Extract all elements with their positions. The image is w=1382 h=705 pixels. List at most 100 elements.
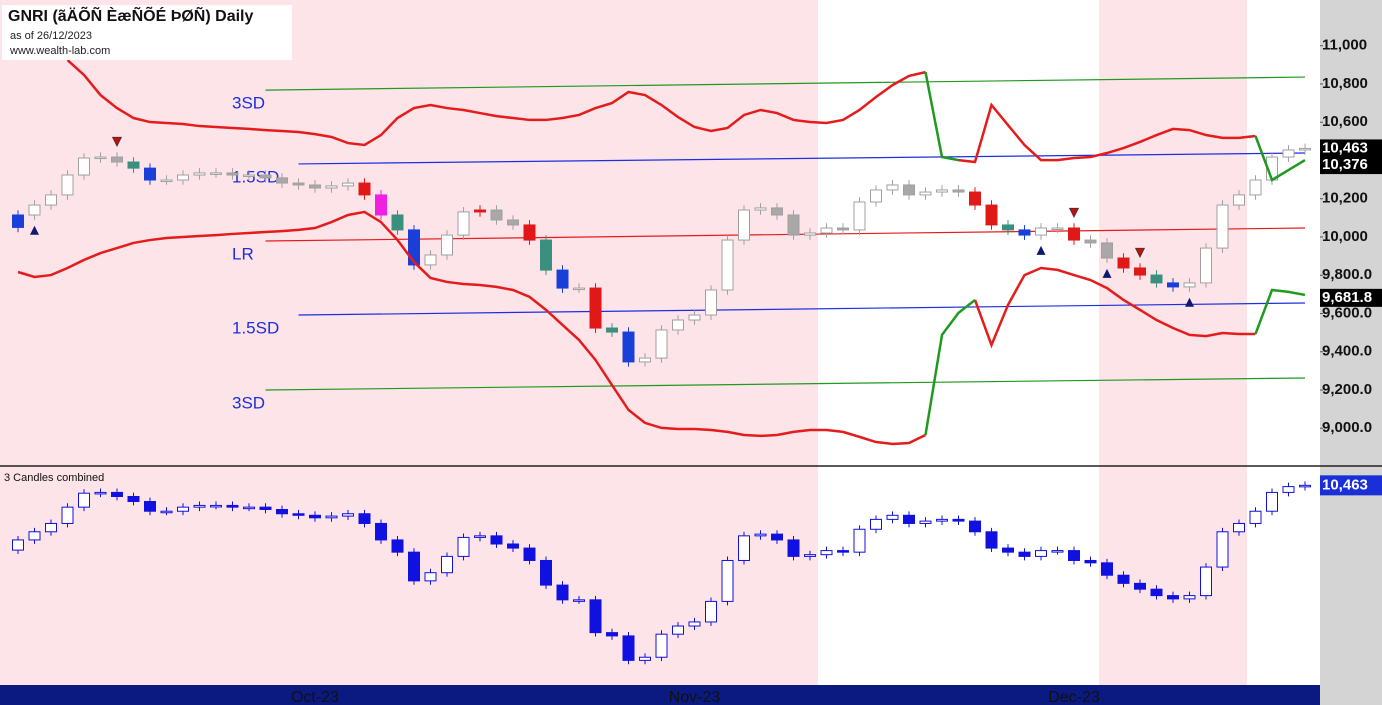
candle-body: [985, 531, 998, 549]
candle-body: [1150, 588, 1163, 597]
candle-body: [771, 533, 783, 541]
channel-line: [265, 227, 1306, 242]
candle-body: [243, 174, 255, 178]
candle-body: [721, 239, 734, 291]
candle-body: [870, 518, 882, 530]
candle-body: [1035, 227, 1047, 236]
sell-signal: [1068, 207, 1080, 219]
candle-body: [985, 204, 998, 226]
candle-body: [754, 207, 767, 211]
date-axis-bg: [0, 685, 1320, 705]
candle-body: [870, 189, 882, 203]
candle-body: [259, 506, 272, 511]
candle-body: [1249, 510, 1262, 524]
candle-body: [886, 184, 899, 191]
y-tick-label: 10,000: [1322, 228, 1368, 245]
candle-body: [474, 209, 486, 213]
candle-body: [1018, 229, 1031, 236]
candle-body: [853, 201, 866, 231]
band-line: [924, 71, 1306, 182]
price-marker: [1320, 156, 1382, 175]
candle-body: [1299, 484, 1311, 488]
candle-body: [721, 559, 734, 602]
buy-signal: [1102, 268, 1112, 278]
candle-body: [771, 207, 783, 216]
candle-body: [45, 194, 57, 206]
candle-body: [804, 554, 816, 557]
candle-body: [1249, 179, 1262, 196]
candle-body: [94, 491, 107, 495]
candle-body: [391, 539, 404, 553]
candle-body: [1084, 559, 1097, 564]
price-marker: [1320, 475, 1382, 496]
channel-line: [265, 377, 1306, 391]
candle-body: [1068, 550, 1080, 561]
y-tick-label: 9,400.0: [1322, 343, 1372, 360]
price-marker-label: 10,463: [1322, 476, 1368, 493]
candle-body: [606, 632, 618, 637]
candle-body: [936, 189, 948, 193]
candle-body: [523, 224, 536, 241]
candle-body: [1150, 274, 1163, 284]
candle-body: [342, 513, 354, 517]
x-tick-label: Dec-23: [1048, 689, 1100, 705]
candle-body: [111, 491, 123, 497]
candle-body: [61, 506, 74, 524]
candle-body: [507, 219, 519, 226]
shade: [0, 0, 818, 685]
candle-body: [375, 194, 387, 216]
candle-body: [210, 172, 222, 175]
candle-body: [259, 174, 272, 179]
candle-body: [688, 621, 701, 627]
candle-body: [193, 504, 206, 508]
candle-body: [1051, 550, 1064, 553]
title-bg: [2, 5, 292, 60]
candle-body: [1117, 574, 1130, 584]
price-marker: [1320, 288, 1382, 307]
candle-body: [474, 535, 486, 538]
candle-body: [589, 599, 602, 634]
candle-body: [556, 269, 569, 289]
candle-body: [292, 182, 305, 186]
candle-body: [177, 174, 189, 181]
y-tick-label: 10,600: [1322, 113, 1368, 130]
band-line: [66, 59, 1256, 164]
candle-body: [375, 522, 387, 541]
x-tick-label: Nov-23: [669, 689, 721, 705]
chart-title: GNRI (ãÄÕÑ ÈæÑÕÉ ÞØÑ) Daily: [8, 5, 253, 25]
candle-body: [1282, 486, 1295, 493]
candle-body: [12, 214, 24, 228]
candle-body: [622, 331, 635, 363]
candle-body: [342, 182, 354, 187]
candle-body: [936, 518, 948, 522]
y-tick-label: 10,800: [1322, 75, 1368, 92]
channel-line: [265, 76, 1306, 91]
candle-body: [61, 174, 74, 196]
candle-body: [837, 550, 849, 553]
candle-body: [309, 514, 321, 519]
candle-body: [193, 172, 206, 176]
y-tick-label: 9,000.0: [1322, 419, 1372, 436]
candle-body: [672, 625, 684, 635]
candle-body: [820, 227, 833, 234]
candle-body: [1101, 242, 1113, 259]
candle-body: [853, 528, 866, 553]
candle-body: [28, 204, 41, 216]
candle-body: [573, 287, 585, 291]
candle-body: [1216, 204, 1229, 249]
candle-body: [969, 520, 981, 533]
candle-body: [490, 535, 503, 545]
candle-body: [1167, 282, 1179, 288]
candle-body: [639, 357, 651, 363]
buy-signal: [1185, 297, 1194, 307]
band-line: [17, 210, 1256, 446]
channel-label: 1.5SD: [232, 167, 279, 186]
candle-body: [1101, 562, 1113, 576]
sell-signal: [111, 136, 123, 148]
candle-body: [391, 214, 404, 231]
candle-body: [589, 287, 602, 329]
candle-body: [243, 506, 255, 510]
price-marker-label: 10,376: [1322, 156, 1368, 173]
